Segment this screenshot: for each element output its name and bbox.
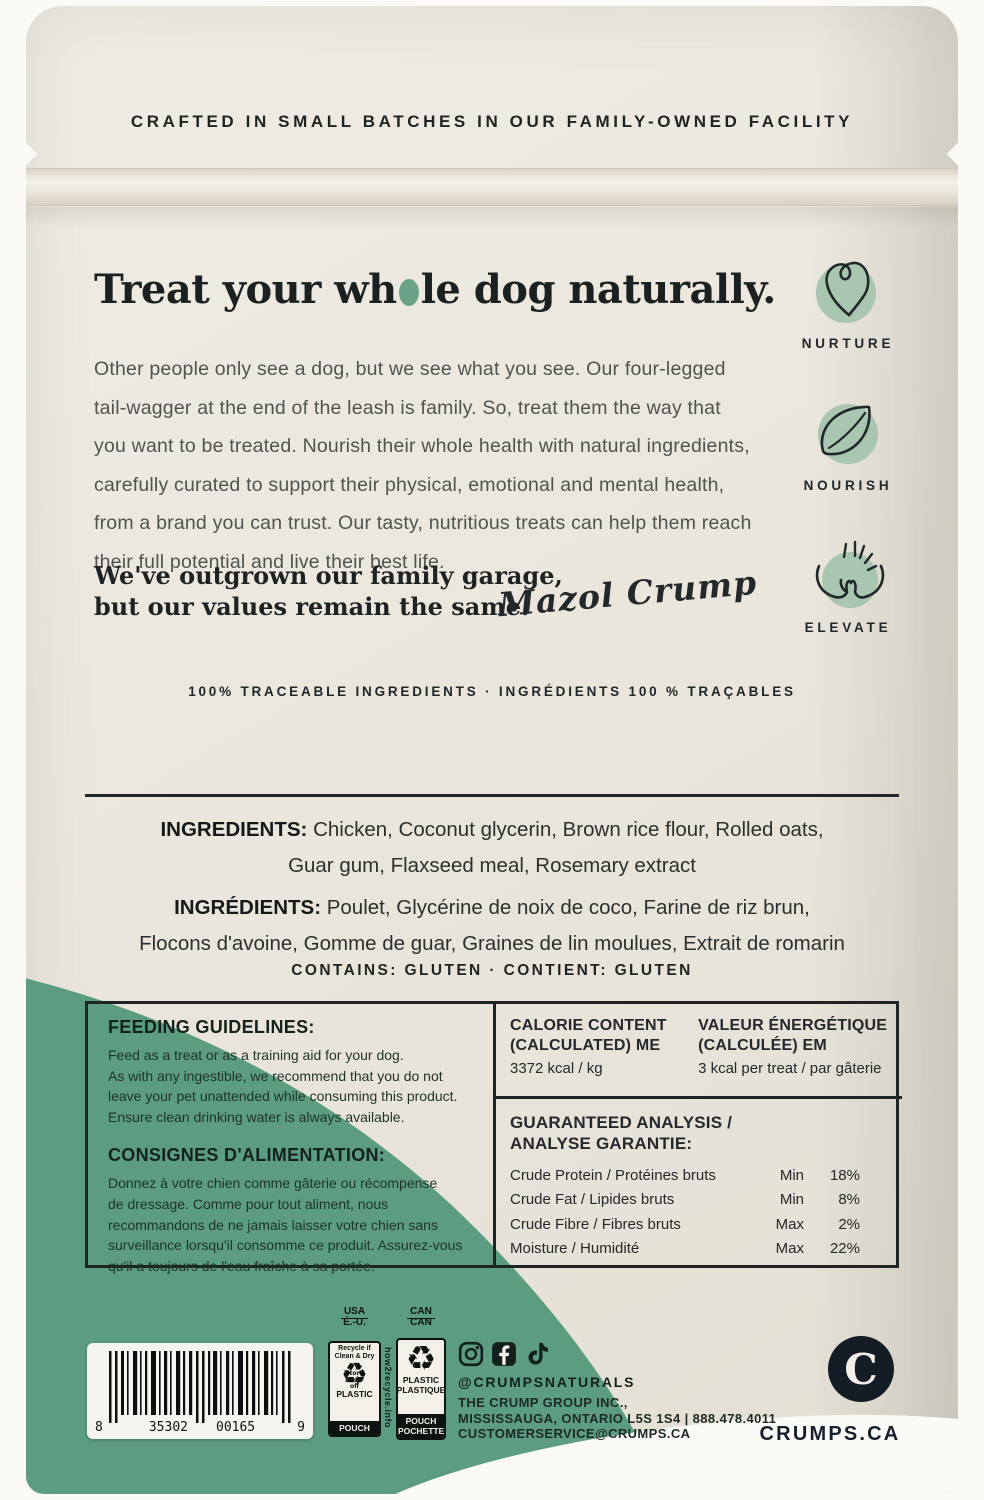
- value-nurture: NURTURE: [800, 246, 896, 351]
- traceable-claim: 100% TRACEABLE INGREDIENTS · INGRÉDIENTS…: [188, 684, 796, 699]
- analysis-row: Crude Fibre / Fibres bruts Max 2%: [510, 1215, 860, 1233]
- pouch-bag: CRAFTED IN SMALL BATCHES IN OUR FAMILY-O…: [26, 6, 958, 1494]
- value-label: NURTURE: [801, 336, 895, 351]
- tiktok-icon: [528, 1342, 549, 1365]
- bag-seal-crease: [26, 168, 958, 206]
- calorie-en: CALORIE CONTENT (CALCULATED) ME 3372 kca…: [510, 1017, 667, 1077]
- recycle-icon: ♻: [405, 1339, 437, 1379]
- analysis-row: Crude Fat / Lipides bruts Min 8%: [510, 1191, 860, 1209]
- analysis-row: Crude Protein / Protéines bruts Min 18%: [510, 1167, 860, 1184]
- how2recycle-usa-badge: Recycle if Clean & Dry ♻ Store Drop-off …: [328, 1341, 381, 1437]
- recycle-can-badge: ♻ PLASTIC PLASTIQUE POUCH POCHETTE: [396, 1338, 446, 1440]
- social-handle: @CRUMPSNATURALS: [458, 1374, 636, 1390]
- ingredients-en-line2: Guar gum, Flaxseed meal, Rosemary extrac…: [288, 854, 696, 877]
- how2recycle-url: how2recycle.info: [383, 1347, 393, 1429]
- value-label: ELEVATE: [804, 620, 892, 635]
- leaf-icon: [818, 404, 878, 464]
- allergen-statement: CONTAINS: GLUTEN · CONTIENT: GLUTEN: [291, 962, 693, 979]
- calorie-content-cell: CALORIE CONTENT (CALCULATED) ME 3372 kca…: [493, 1004, 902, 1099]
- website-url: CRUMPS.CA: [759, 1423, 901, 1445]
- hands-icon: [815, 540, 885, 608]
- top-banner-text: CRAFTED IN SMALL BATCHES IN OUR FAMILY-O…: [130, 112, 854, 131]
- feeding-guidelines-cell: FEEDING GUIDELINES: Feed as a treat or a…: [88, 1004, 493, 1274]
- instagram-icon: [458, 1341, 484, 1367]
- founder-quote: We've outgrown our family garage, but ou…: [94, 561, 563, 621]
- headline: Treat your wh le dog naturally.: [94, 266, 776, 313]
- divider-rule: [85, 794, 899, 797]
- upc-barcode: 8 35302 00165 9: [87, 1343, 313, 1439]
- barcode-digits: 8 35302 00165 9: [95, 1420, 305, 1435]
- recycle-region-usa: USA É.-U.: [328, 1306, 381, 1328]
- analysis-rows: Crude Protein / Protéines bruts Min 18% …: [510, 1164, 902, 1262]
- analysis-row: Moisture / Humidité Max 22%: [510, 1240, 860, 1258]
- company-address: THE CRUMP GROUP INC., MISSISSAUGA, ONTAR…: [458, 1395, 777, 1441]
- crumps-logo: C: [828, 1336, 894, 1402]
- ingredients-en-line1: INGREDIENTS: Chicken, Coconut glycerin, …: [160, 818, 824, 841]
- recycle-icon: ♻ Store Drop-off: [341, 1357, 368, 1392]
- social-icons: [458, 1340, 552, 1368]
- heart-icon: [816, 261, 876, 323]
- value-label: NOURISH: [803, 478, 893, 493]
- value-nourish: NOURISH: [800, 388, 896, 493]
- green-leaf-o: [398, 279, 419, 306]
- ingredients-fr-line2: Flocons d'avoine, Gomme de guar, Graines…: [139, 932, 845, 955]
- value-elevate: ELEVATE: [800, 530, 896, 635]
- barcode-bars: [109, 1351, 291, 1423]
- intro-paragraph: Other people only see a dog, but we see …: [94, 358, 752, 573]
- facebook-icon: [492, 1342, 516, 1366]
- nutrition-info-table: FEEDING GUIDELINES: Feed as a treat or a…: [85, 1001, 902, 1274]
- svg-text:C: C: [844, 1345, 877, 1394]
- feeding-title: FEEDING GUIDELINES:: [108, 1017, 315, 1037]
- recycle-region-can: CAN CAN: [396, 1306, 446, 1328]
- ingredients-fr-line1: INGRÉDIENTS: Poulet, Glycérine de noix d…: [174, 896, 810, 919]
- consignes-title: CONSIGNES D'ALIMENTATION:: [108, 1145, 386, 1166]
- guaranteed-analysis-cell: GUARANTEED ANALYSIS / ANALYSE GARANTIE: …: [493, 1099, 902, 1265]
- calorie-fr: VALEUR ÉNERGÉTIQUE (CALCULÉE) EM 3 kcal …: [698, 1017, 888, 1077]
